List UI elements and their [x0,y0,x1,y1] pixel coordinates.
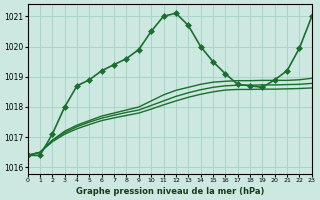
X-axis label: Graphe pression niveau de la mer (hPa): Graphe pression niveau de la mer (hPa) [76,187,264,196]
